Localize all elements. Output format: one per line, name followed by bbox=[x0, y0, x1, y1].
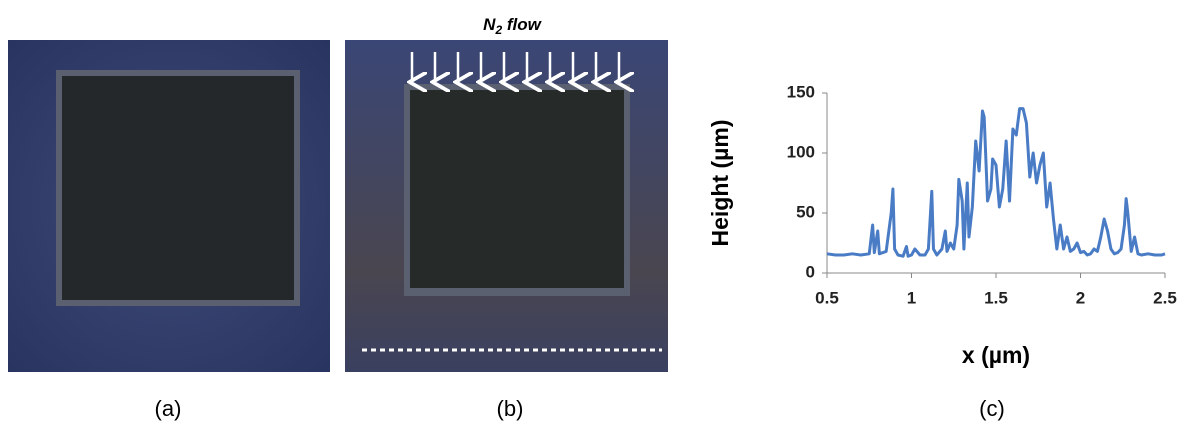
panel-label: (a) bbox=[155, 396, 182, 421]
photo-b: N2 flow bbox=[345, 15, 668, 372]
x-tick-label: 2.5 bbox=[1153, 288, 1177, 307]
flow-label: N2 flow bbox=[483, 15, 542, 37]
panel-label: (c) bbox=[979, 396, 1005, 421]
x-tick-label: 1.5 bbox=[984, 288, 1008, 307]
panel-label: (b) bbox=[497, 396, 524, 421]
y-tick-label: 50 bbox=[796, 202, 815, 221]
x-tick-label: 1 bbox=[907, 288, 916, 307]
x-axis-label: x (µm) bbox=[962, 342, 1030, 368]
flow-main: N bbox=[483, 15, 496, 34]
data-line bbox=[826, 107, 1166, 258]
photo-a bbox=[8, 40, 330, 372]
x-tick-label: 0.5 bbox=[815, 288, 839, 307]
x-tick-label: 2 bbox=[1076, 288, 1085, 307]
flow-rest: flow bbox=[502, 15, 542, 34]
y-tick-label: 150 bbox=[787, 82, 815, 101]
flow-sub: 2 bbox=[494, 23, 502, 37]
y-tick-label: 100 bbox=[787, 142, 815, 161]
y-axis-label: Height (µm) bbox=[707, 120, 733, 247]
y-tick-label: 0 bbox=[806, 262, 815, 281]
